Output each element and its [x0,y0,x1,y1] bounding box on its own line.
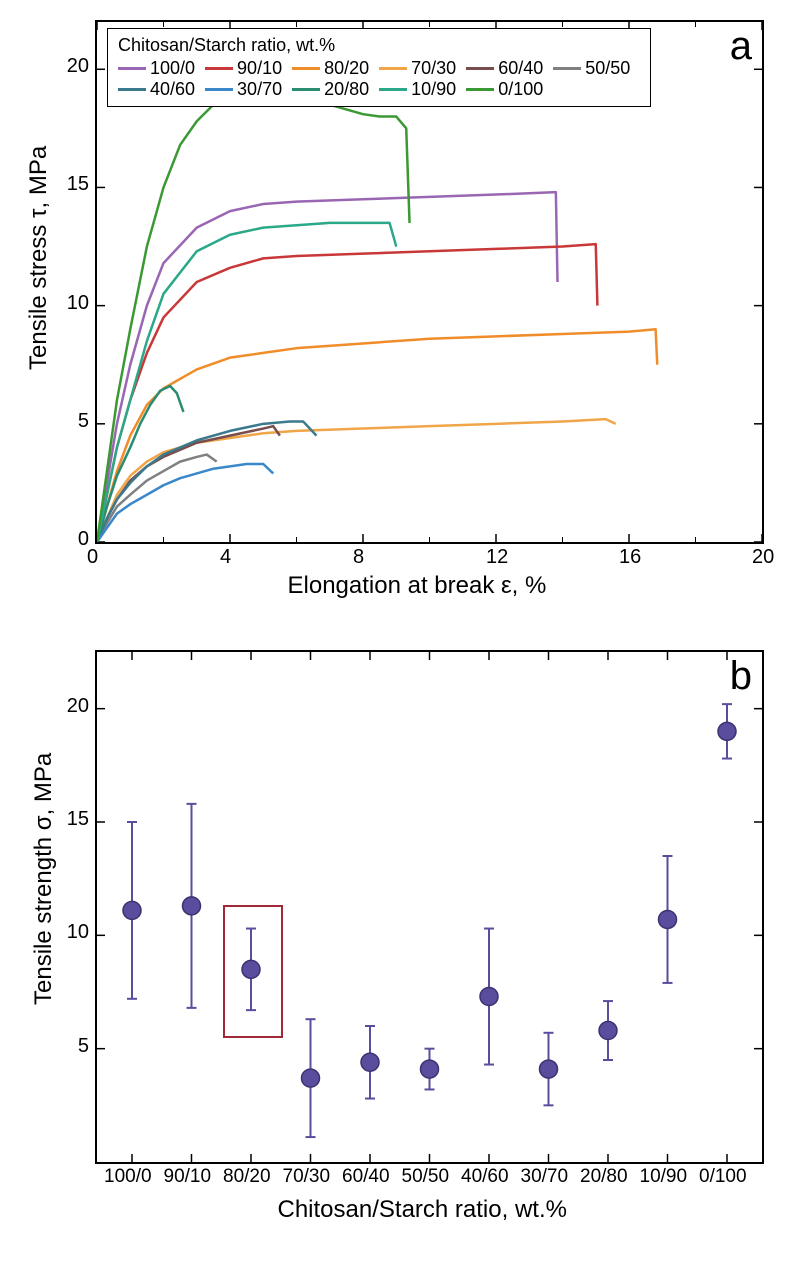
xtick-label: 20/80 [580,1166,628,1188]
legend-item: 90/10 [205,58,282,79]
ytick-label: 5 [65,410,89,433]
legend-item: 80/20 [292,58,369,79]
legend-line-icon [466,67,494,70]
legend-line-icon [205,88,233,91]
legend-item: 60/40 [466,58,543,79]
xtick-label: 8 [353,546,364,569]
legend-row-1: 100/0 90/10 80/20 70/30 60/40 50/50 [118,58,640,79]
figure-container: a Chitosan/Starch ratio, wt.% 100/0 90/10… [0,0,785,1266]
panel-a-label: a [730,24,752,69]
legend-item: 40/60 [118,79,195,100]
legend-line-icon [379,67,407,70]
legend-line-icon [118,67,146,70]
ytick-label: 0 [65,528,89,551]
xtick-label: 10/90 [640,1166,688,1188]
panel-b-xlabel: Chitosan/Starch ratio, wt.% [278,1196,567,1224]
legend-row-2: 40/60 30/70 20/80 10/90 0/100 [118,79,640,100]
chart-b-svg [97,652,762,1162]
xtick-label: 0/100 [699,1166,747,1188]
panel-b-ylabel: Tensile strength σ, MPa [30,753,58,1005]
ytick-label: 20 [65,695,89,718]
xtick-label: 20 [752,546,774,569]
legend-title: Chitosan/Starch ratio, wt.% [118,35,640,56]
legend-item: 30/70 [205,79,282,100]
xtick-label: 70/30 [283,1166,331,1188]
ytick-label: 20 [65,55,89,78]
legend-line-icon [118,88,146,91]
legend-item: 50/50 [553,58,630,79]
panel-a-ylabel: Tensile stress τ, MPa [25,146,53,370]
legend-line-icon [553,67,581,70]
panel-a-xlabel: Elongation at break ε, % [288,572,547,600]
legend-item-label: 60/40 [498,58,543,79]
legend-line-icon [292,88,320,91]
legend-item-label: 30/70 [237,79,282,100]
legend-item-label: 50/50 [585,58,630,79]
legend-item-label: 100/0 [150,58,195,79]
xtick-label: 50/50 [402,1166,450,1188]
legend-item: 20/80 [292,79,369,100]
panel-b: b [95,650,764,1164]
legend-line-icon [205,67,233,70]
xtick-label: 12 [486,546,508,569]
legend-box: Chitosan/Starch ratio, wt.% 100/0 90/10 80… [107,28,651,107]
ytick-label: 5 [65,1035,89,1058]
legend-item-label: 10/90 [411,79,456,100]
xtick-label: 4 [220,546,231,569]
legend-item: 100/0 [118,58,195,79]
xtick-label: 100/0 [104,1166,152,1188]
legend-item: 0/100 [466,79,543,100]
xtick-label: 40/60 [461,1166,509,1188]
legend-line-icon [466,88,494,91]
legend-item: 70/30 [379,58,456,79]
legend-line-icon [379,88,407,91]
xtick-label: 30/70 [521,1166,569,1188]
ytick-label: 15 [65,808,89,831]
legend-item-label: 0/100 [498,79,543,100]
legend-item-label: 90/10 [237,58,282,79]
ytick-label: 10 [65,921,89,944]
xtick-label: 16 [619,546,641,569]
legend-item-label: 20/80 [324,79,369,100]
highlight-box [223,905,283,1039]
xtick-label: 80/20 [223,1166,271,1188]
legend-item-label: 40/60 [150,79,195,100]
legend-item-label: 70/30 [411,58,456,79]
legend-line-icon [292,67,320,70]
xtick-label: 90/10 [164,1166,212,1188]
panel-b-label: b [730,654,752,699]
ytick-label: 10 [65,292,89,315]
legend-item: 10/90 [379,79,456,100]
xtick-label: 60/40 [342,1166,390,1188]
panel-a: a Chitosan/Starch ratio, wt.% 100/0 90/10… [95,20,764,544]
ytick-label: 15 [65,173,89,196]
legend-item-label: 80/20 [324,58,369,79]
